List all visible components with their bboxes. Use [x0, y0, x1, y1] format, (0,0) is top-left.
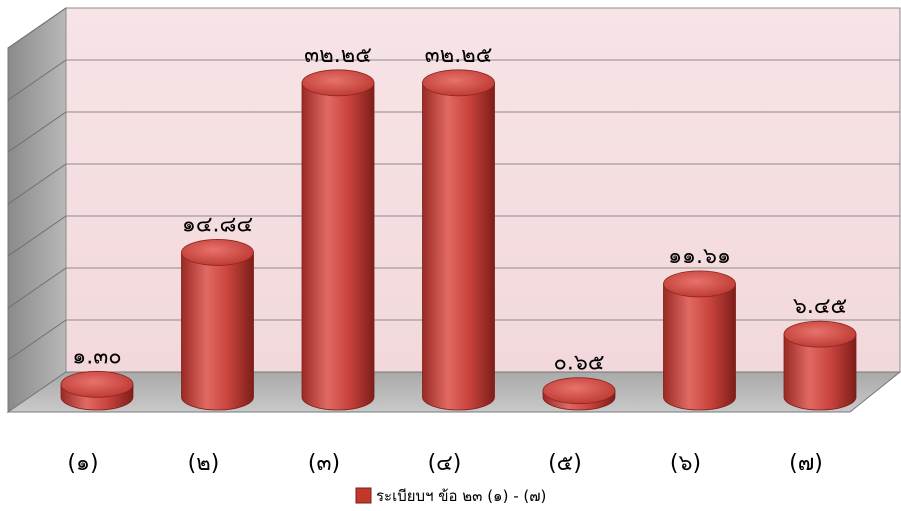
data-label: ๖.๔๕	[793, 294, 847, 319]
value-labels: ๑.๓๐ ๑๔.๘๔ ๓๒.๒๕ ๓๒.๒๕๐.๖๕ ๑๑.๖๑๖.๔๕	[72, 43, 847, 376]
bar	[60, 370, 134, 411]
bar-body	[422, 82, 495, 411]
bar	[181, 239, 254, 411]
legend-swatch	[355, 487, 372, 504]
bar	[663, 270, 736, 411]
data-label: ๓๒.๒๕	[425, 43, 493, 68]
x-tick-label: (๓)	[308, 451, 340, 476]
data-label: ๑๔.๘๔	[182, 212, 253, 237]
side-wall	[7, 7, 67, 413]
data-label: ๑.๓๐	[72, 344, 121, 369]
bar-body	[783, 333, 857, 411]
bar-body	[301, 82, 375, 411]
gridline-side	[7, 59, 67, 101]
legend-label: ระเบียบฯ ข้อ ๒๓ (๑) - (๗)	[376, 487, 546, 505]
gridline-side	[7, 111, 67, 153]
bar-body	[663, 283, 736, 411]
bar	[301, 69, 375, 411]
bar	[542, 377, 616, 411]
data-label: ๐.๖๕	[553, 351, 604, 376]
x-tick-label: (๗)	[789, 451, 823, 476]
gridline-side	[7, 163, 67, 205]
bar-top	[422, 69, 495, 97]
bar-top	[542, 377, 616, 405]
x-tick-label: (๒)	[188, 451, 220, 476]
x-tick-label: (๔)	[428, 451, 462, 476]
bar-top	[301, 69, 375, 97]
x-tick-label: (๖)	[670, 451, 701, 476]
bar-top	[663, 270, 736, 298]
bar-top	[60, 370, 134, 398]
bar	[422, 69, 495, 411]
bar-body	[181, 252, 254, 411]
x-tick-label: (๕)	[548, 451, 582, 476]
bar	[783, 320, 857, 411]
data-label: ๓๒.๒๕	[304, 43, 372, 68]
gridline-side	[7, 319, 67, 361]
gridline-side	[7, 215, 67, 257]
bar-top	[181, 239, 254, 266]
bars	[60, 69, 857, 411]
category-labels: (๑) (๒) (๓) (๔) (๕) (๖) (๗)	[67, 451, 822, 476]
legend: ระเบียบฯ ข้อ ๒๓ (๑) - (๗)	[355, 487, 546, 505]
x-tick-label: (๑)	[67, 451, 98, 476]
gridline-side	[7, 7, 67, 49]
data-label: ๑๑.๖๑	[668, 244, 731, 269]
bar-top	[783, 320, 857, 348]
gridline-side	[7, 267, 67, 309]
